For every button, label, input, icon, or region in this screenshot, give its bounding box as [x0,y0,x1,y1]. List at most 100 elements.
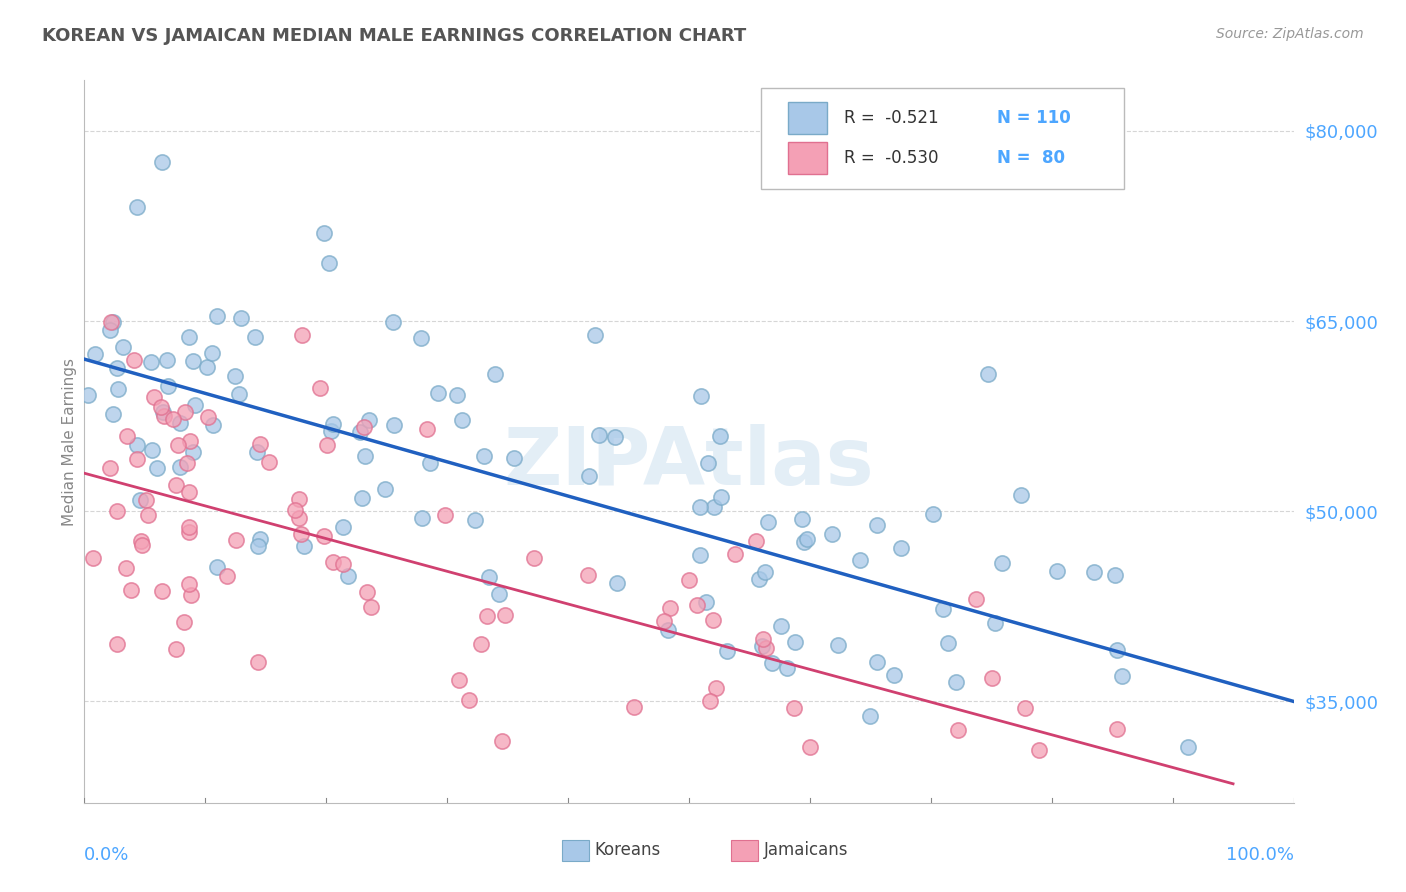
Point [991,557,1014,571]
Point [374,482,396,496]
Text: 100.0%: 100.0% [1226,847,1294,864]
Point [578,468,600,483]
Point [890,541,912,556]
Point [446,388,468,402]
Text: R =  -0.530: R = -0.530 [844,149,938,167]
Point [704,681,727,696]
Point [352,491,374,505]
Point [332,557,354,571]
Point [484,367,506,381]
Point [245,330,267,344]
Point [1046,564,1069,578]
Point [977,367,1000,381]
Point [169,417,191,431]
Point [107,504,129,518]
Point [689,500,711,515]
Point [1014,701,1036,715]
Point [821,527,844,541]
Point [1010,488,1032,502]
Point [215,568,238,582]
Point [695,595,717,609]
Point [478,570,501,584]
Point [922,507,945,521]
Point [173,615,195,630]
Point [981,672,1004,686]
Point [122,353,145,368]
Point [231,310,253,325]
Point [827,638,849,652]
Point [710,490,733,504]
Point [1111,669,1133,683]
Point [291,328,314,343]
Point [360,600,382,615]
Point [588,428,610,442]
Point [703,500,725,514]
Point [748,572,770,586]
Point [353,420,375,434]
Text: KOREAN VS JAMAICAN MEDIAN MALE EARNINGS CORRELATION CHART: KOREAN VS JAMAICAN MEDIAN MALE EARNINGS … [42,27,747,45]
Point [754,565,776,579]
Point [409,331,432,345]
Point [945,675,967,690]
Point [107,383,129,397]
Point [382,417,405,432]
Point [755,641,778,656]
Point [146,460,169,475]
Point [354,449,377,463]
Point [150,155,173,169]
Point [288,492,311,507]
Point [503,450,526,465]
Text: Koreans: Koreans [595,841,661,860]
Bar [789,102,827,135]
Bar [789,142,827,174]
Point [257,455,280,469]
Point [314,226,336,240]
Point [201,417,224,432]
Point [165,641,187,656]
Point [115,561,138,575]
Point [948,723,970,737]
Point [451,413,474,427]
Point [309,381,332,395]
Point [157,379,180,393]
Point [606,575,628,590]
Point [883,668,905,682]
Point [318,256,340,270]
Point [796,532,818,546]
Bar [731,840,758,861]
Point [184,398,207,412]
Point [678,573,700,587]
Point [165,477,187,491]
Point [179,577,201,591]
Point [82,551,104,566]
Point [449,673,471,687]
Point [965,591,987,606]
Point [247,655,270,669]
Point [246,539,269,553]
Point [702,613,724,627]
Point [356,585,378,599]
Point [128,493,150,508]
Point [100,315,122,329]
Point [181,353,204,368]
Point [659,601,682,615]
Text: N =  80: N = 80 [997,149,1066,167]
Point [477,608,499,623]
Point [411,511,433,525]
Bar [562,840,589,861]
Point [225,533,247,547]
Point [427,385,450,400]
Point [865,518,887,533]
Point [83,346,105,360]
Point [1107,643,1129,657]
Point [249,532,271,546]
Point [150,400,173,414]
Point [494,607,516,622]
Point [783,701,806,715]
Point [761,656,783,670]
Text: 0.0%: 0.0% [84,847,129,864]
Point [690,389,713,403]
Point [115,429,138,443]
Point [176,456,198,470]
Point [195,359,218,374]
